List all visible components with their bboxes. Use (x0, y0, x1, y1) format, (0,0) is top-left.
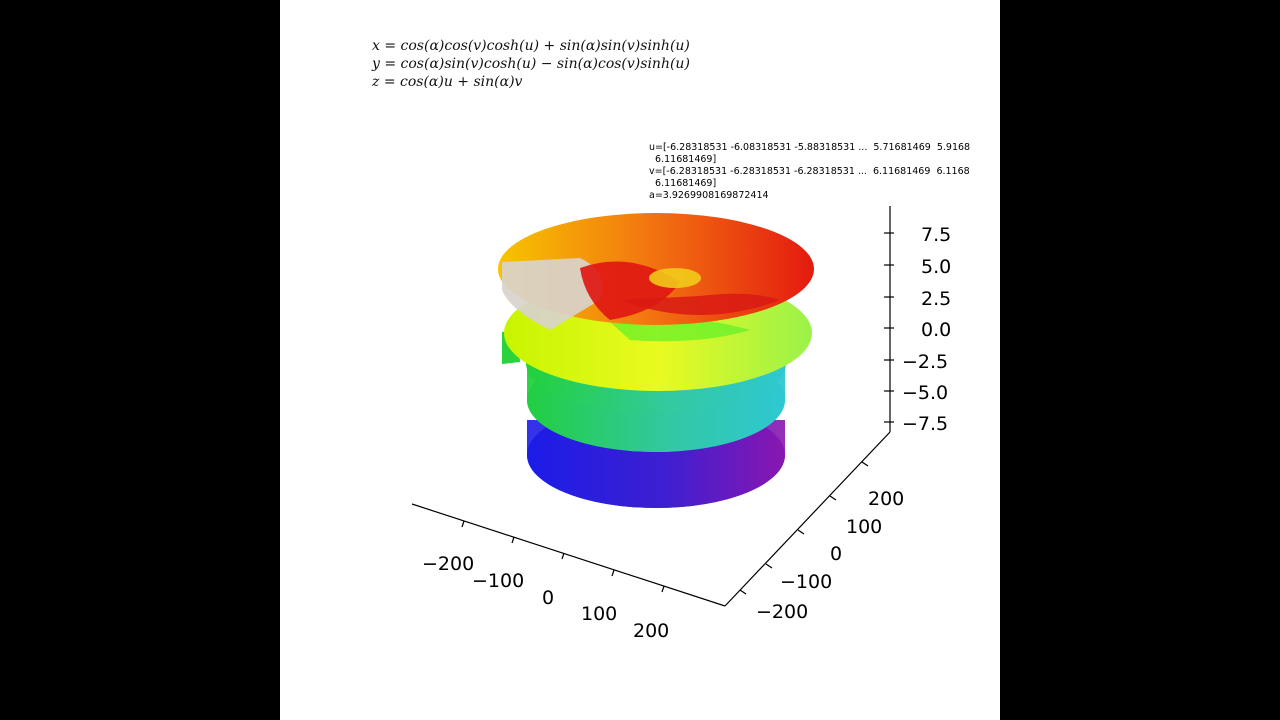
x-tick-label: −100 (472, 570, 524, 592)
parameter-readout: u=[-6.28318531 -6.08318531 -5.88318531 .… (649, 142, 970, 202)
x-tick-label: 200 (633, 620, 669, 642)
y-tick-label: 0 (830, 543, 842, 565)
z-axis: 7.5 5.0 2.5 0.0 −2.5 −5.0 −7.5 (724, 206, 951, 607)
param-u-line2: 6.11681469] (649, 154, 717, 165)
plot-canvas: x = cos(α)cos(v)cosh(u) + sin(α)sin(v)si… (280, 0, 1000, 720)
y-axis: 200 100 0 −100 −200 (739, 461, 904, 623)
y-tick-label: −200 (756, 601, 808, 623)
z-tick-label: 2.5 (921, 288, 951, 310)
z-tick-label: 5.0 (921, 256, 951, 278)
surface-seam (502, 258, 603, 330)
y-tick-label: −100 (780, 571, 832, 593)
z-tick-label: −5.0 (902, 382, 948, 404)
x-tick-label: −200 (422, 553, 474, 575)
surface (498, 213, 814, 508)
y-tick-label: 200 (868, 488, 904, 510)
param-a: a=3.9269908169872414 (649, 190, 769, 201)
equation-x: x = cos(α)cos(v)cosh(u) + sin(α)sin(v)si… (372, 38, 690, 54)
param-v-line2: 6.11681469] (649, 178, 717, 189)
x-axis: −200 −100 0 100 200 (411, 503, 726, 642)
x-tick-label: 100 (581, 603, 617, 625)
param-u-line1: u=[-6.28318531 -6.08318531 -5.88318531 .… (649, 142, 971, 153)
z-tick-label: 0.0 (921, 319, 951, 341)
equation-z: z = cos(α)u + sin(α)v (372, 74, 523, 90)
x-tick-label: 0 (542, 587, 554, 609)
equation-y: y = cos(α)sin(v)cosh(u) − sin(α)cos(v)si… (372, 56, 690, 72)
z-tick-label: −2.5 (902, 351, 948, 373)
param-v-line1: v=[-6.28318531 -6.28318531 -6.28318531 .… (649, 166, 970, 177)
z-tick-label: −7.5 (902, 413, 948, 435)
z-tick-label: 7.5 (921, 224, 951, 246)
surface-plot: 7.5 5.0 2.5 0.0 −2.5 −5.0 −7.5 −200 −100… (411, 206, 951, 642)
y-tick-label: 100 (846, 516, 882, 538)
